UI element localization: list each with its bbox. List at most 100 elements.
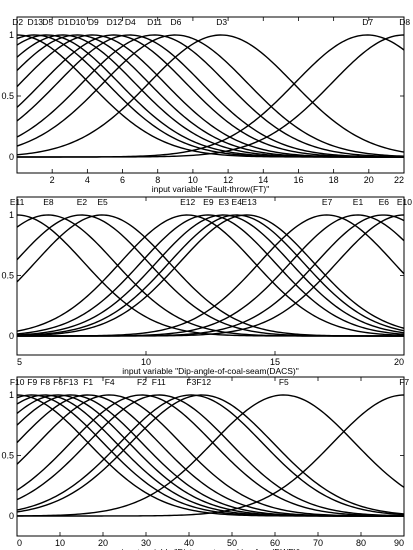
y-tick-label: 0.5 xyxy=(1,451,14,461)
x-tick-label: 2 xyxy=(50,175,55,185)
axis-frame xyxy=(16,16,405,174)
x-axis-label: input variable "Dip-angle-of-coal-seam(D… xyxy=(122,366,299,376)
mf-label-f10: F10 xyxy=(10,377,25,387)
x-tick-label: 80 xyxy=(356,538,366,548)
mf-label-f8: F8 xyxy=(40,377,50,387)
mf-label-f11: F11 xyxy=(152,377,166,387)
x-tick-label: 10 xyxy=(55,538,65,548)
y-tick-label: 0 xyxy=(9,331,14,341)
x-tick-label: 10 xyxy=(141,357,151,367)
mf-label-e6: E6 xyxy=(379,197,390,207)
mf-label-f12: F12 xyxy=(196,377,211,387)
mf-label-f7: F7 xyxy=(399,377,409,387)
y-tick-label: 0 xyxy=(9,511,14,521)
mf-label-d12: D12 xyxy=(107,17,123,27)
curve-f5 xyxy=(16,394,405,517)
mf-label-e9: E9 xyxy=(203,197,214,207)
x-tick-label: 30 xyxy=(141,538,151,548)
x-axis-label: input variable "Fault-throw(FT)" xyxy=(152,184,270,194)
x-tick-label: 5 xyxy=(17,357,22,367)
mf-label-e12: E12 xyxy=(180,197,195,207)
y-tick-label: 0.5 xyxy=(1,91,14,101)
mf-label-e8: E8 xyxy=(43,197,54,207)
mf-label-d1: D1 xyxy=(58,17,69,27)
curve-d6 xyxy=(16,34,405,157)
x-tick-label: 20 xyxy=(98,538,108,548)
mf-label-f5: F5 xyxy=(279,377,289,387)
curve-f3 xyxy=(16,394,405,516)
curve-d13 xyxy=(16,34,404,158)
mf-label-d9: D9 xyxy=(88,17,99,27)
mf-label-d5: D5 xyxy=(42,17,53,27)
panel-distance-to-working-face: 00.510102030405060708090input variable "… xyxy=(1,376,409,550)
curve-e13 xyxy=(16,214,405,337)
mf-label-e3: E3 xyxy=(219,197,230,207)
curve-e4 xyxy=(16,214,405,337)
x-tick-label: 15 xyxy=(270,357,280,367)
mf-label-f4: F4 xyxy=(105,377,115,387)
curve-d4 xyxy=(16,34,405,158)
mf-label-e7: E7 xyxy=(322,197,333,207)
y-tick-label: 0 xyxy=(9,152,14,162)
mf-label-f9: F9 xyxy=(27,377,37,387)
x-tick-label: 6 xyxy=(120,175,125,185)
mf-label-d11: D11 xyxy=(147,17,162,27)
curve-e3 xyxy=(16,214,405,336)
x-tick-label: 50 xyxy=(227,538,237,548)
y-tick-label: 1 xyxy=(9,390,14,400)
mf-label-e13: E13 xyxy=(242,197,257,207)
x-tick-label: 90 xyxy=(394,538,404,548)
x-tick-label: 20 xyxy=(394,357,404,367)
x-tick-label: 14 xyxy=(258,175,268,185)
curve-f7 xyxy=(17,394,405,517)
mf-label-d2: D2 xyxy=(12,17,23,27)
mf-label-e10: E10 xyxy=(397,197,412,207)
x-tick-label: 10 xyxy=(188,175,198,185)
x-tick-label: 0 xyxy=(17,538,22,548)
curve-d8 xyxy=(17,34,405,158)
mf-label-d13: D13 xyxy=(27,17,43,27)
x-tick-label: 12 xyxy=(223,175,233,185)
mf-label-d6: D6 xyxy=(171,17,182,27)
curve-e10 xyxy=(17,214,405,337)
x-tick-label: 8 xyxy=(155,175,160,185)
x-tick-label: 18 xyxy=(329,175,339,185)
curve-f4 xyxy=(16,394,405,517)
curve-e6 xyxy=(17,214,405,337)
x-tick-label: 70 xyxy=(313,538,323,548)
x-tick-label: 4 xyxy=(85,175,90,185)
x-tick-label: 60 xyxy=(270,538,280,548)
y-tick-label: 1 xyxy=(9,210,14,220)
y-tick-label: 1 xyxy=(9,30,14,40)
mf-label-d7: D7 xyxy=(362,17,373,27)
curve-d12 xyxy=(16,34,404,158)
mf-label-e5: E5 xyxy=(97,197,108,207)
curve-f12 xyxy=(16,394,405,515)
curve-f2 xyxy=(16,394,405,517)
x-axis-label: input variable "Distance-to-working-face… xyxy=(122,547,300,550)
mf-label-d3: D3 xyxy=(216,17,227,27)
curve-e9 xyxy=(16,214,405,336)
curve-d3 xyxy=(16,34,405,156)
mf-label-e11: E11 xyxy=(10,197,25,207)
curve-e5 xyxy=(16,214,405,337)
curve-d11 xyxy=(16,34,405,158)
axis-frame xyxy=(16,196,405,356)
mf-label-f2: F2 xyxy=(137,377,147,387)
x-tick-label: 16 xyxy=(293,175,303,185)
mf-label-f1: F1 xyxy=(83,377,93,387)
curve-f11 xyxy=(16,394,405,517)
mf-label-e2: E2 xyxy=(77,197,88,207)
curve-e12 xyxy=(16,214,405,337)
y-tick-label: 0.5 xyxy=(1,271,14,281)
x-tick-label: 22 xyxy=(394,175,404,185)
axis-frame xyxy=(16,376,405,537)
mf-label-f6: F6 xyxy=(53,377,63,387)
mf-label-e1: E1 xyxy=(353,197,364,207)
mf-label-f3: F3 xyxy=(186,377,196,387)
mf-label-d10: D10 xyxy=(70,17,86,27)
mf-label-d4: D4 xyxy=(125,17,136,27)
